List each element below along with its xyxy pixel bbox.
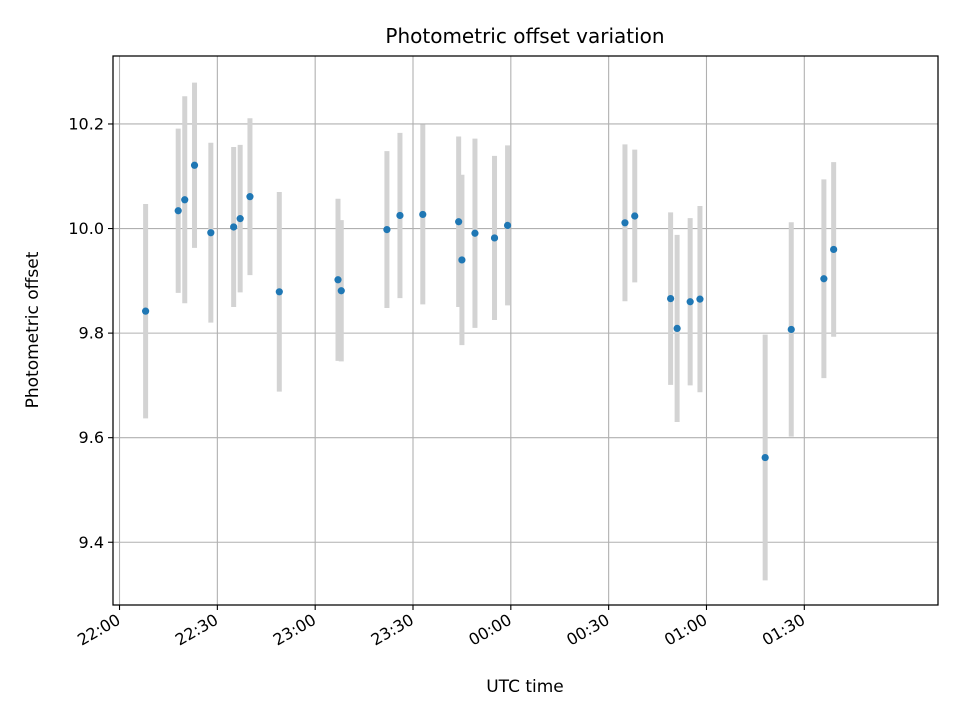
data-point [174,207,182,215]
y-tick-label: 10.2 [68,114,104,133]
data-point [830,245,838,254]
data-point [190,161,199,169]
data-point [458,256,466,264]
data-point [246,193,254,201]
data-point [337,287,345,295]
data-point [761,453,769,462]
data-point [696,295,704,303]
y-axis: 9.4 9.6 9.8 10.0 10.2 [68,114,113,552]
data-point [207,229,215,237]
data-point [142,307,150,315]
data-point [673,324,681,333]
data-point [667,295,675,303]
data-point [419,210,427,219]
data-points [142,161,838,462]
data-point [181,196,189,204]
y-axis-label: Photometric offset [23,251,43,408]
data-point [503,221,512,230]
data-point [490,234,499,242]
data-point [631,212,639,220]
data-point [383,225,391,234]
data-point [275,288,283,296]
y-tick-label: 10.0 [68,219,104,238]
plot-frame [112,55,939,606]
data-point [471,229,479,237]
chart-title: Photometric offset variation [385,24,664,48]
data-point [236,215,244,223]
y-tick-label: 9.6 [79,428,104,447]
grid [113,56,938,605]
data-point [334,276,342,284]
data-point [820,275,828,283]
data-point [396,211,404,220]
data-point [455,218,463,226]
data-point [230,223,238,231]
y-tick-label: 9.8 [79,324,104,343]
data-point [787,325,795,334]
data-point [621,219,629,227]
data-point [686,298,694,306]
y-tick-label: 9.4 [79,533,104,552]
x-axis-label: UTC time [486,677,564,697]
